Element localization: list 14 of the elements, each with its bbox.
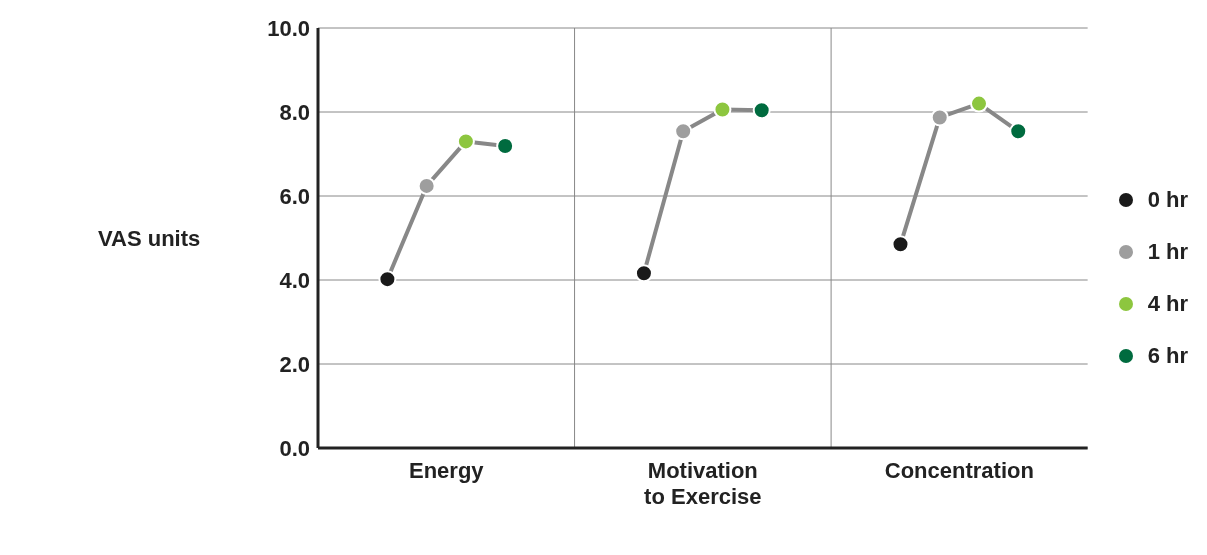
legend-label: 4 hr [1147, 291, 1188, 317]
x-tick-label: Motivation to Exercise [644, 458, 762, 509]
legend-label: 0 hr [1147, 187, 1188, 213]
y-axis-title: VAS units [98, 225, 201, 251]
y-tick-label: 2.0 [279, 351, 310, 377]
legend-label: 6 hr [1147, 343, 1188, 369]
y-tick-label: 4.0 [279, 267, 310, 293]
y-tick-label: 0.0 [279, 435, 310, 461]
x-tick-label: Concentration [884, 458, 1034, 483]
y-tick-label: 10.0 [267, 15, 310, 41]
y-tick-label: 6.0 [279, 183, 310, 209]
y-tick-label: 8.0 [279, 99, 310, 125]
legend-label: 1 hr [1147, 239, 1188, 265]
x-tick-label: Energy [408, 458, 485, 483]
